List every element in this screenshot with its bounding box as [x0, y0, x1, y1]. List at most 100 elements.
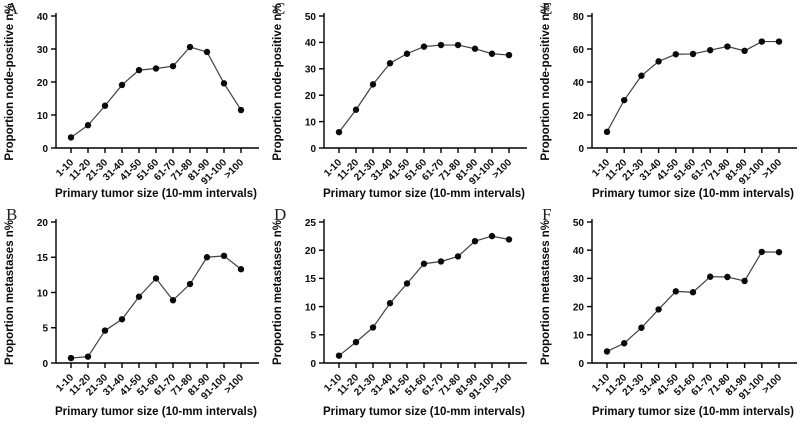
chart-svg-c: 010203040501-1011-2021-3031-4041-5051-60… — [272, 3, 527, 200]
data-point — [488, 50, 496, 57]
data-point — [724, 273, 731, 281]
data-point — [655, 58, 662, 65]
y-tick-label: 0 — [578, 144, 584, 155]
y-tick-label: 40 — [37, 12, 49, 23]
y-tick-label: 40 — [573, 78, 585, 89]
panel-letter: D — [274, 205, 287, 224]
x-tick-label: >100 — [760, 372, 784, 396]
data-point — [84, 122, 92, 129]
y-tick-label: 60 — [573, 45, 585, 56]
data-point — [237, 106, 245, 114]
data-point — [707, 273, 714, 280]
data-point — [420, 43, 428, 50]
chart-panel-e: E 0 20 40 60 80 1-10 11-20 21-30 31-40 41-50 51-60… — [536, 0, 806, 206]
data-point — [67, 134, 75, 141]
data-point — [454, 41, 462, 49]
data-line — [70, 255, 242, 359]
chart-panel-f: F 0 10 20 30 40 50 1-10 11-20 21-30 31-40 41-50 51-… — [536, 206, 806, 424]
y-tick-label: 20 — [37, 78, 49, 89]
data-line — [606, 251, 780, 352]
data-point — [118, 81, 126, 89]
data-point — [237, 266, 245, 273]
y-tick-label: 0 — [578, 359, 584, 370]
y-tick-label: 10 — [305, 117, 317, 128]
data-point — [203, 254, 211, 261]
data-point — [135, 293, 143, 300]
x-axis-label: Primary tumor size (10-mm intervals) — [323, 188, 525, 200]
data-point — [135, 66, 143, 74]
y-tick-label: 5 — [42, 324, 48, 335]
data-point — [352, 106, 360, 113]
y-tick-label: 40 — [573, 246, 585, 257]
panel-letter: E — [542, 0, 553, 18]
chart-svg-d: 05101520251-1011-2021-3031-4041-5051-606… — [272, 218, 527, 418]
data-point — [471, 45, 479, 52]
data-point — [505, 51, 513, 59]
data-point — [335, 352, 343, 359]
data-point — [638, 324, 645, 331]
data-point — [386, 300, 394, 307]
chart-panel-c: C 0 10 20 30 40 50 1-10 11-20 21-30 31-40 41-50 51-… — [268, 0, 536, 206]
data-point — [186, 280, 194, 288]
y-tick-label: 5 — [310, 331, 316, 342]
data-point — [203, 48, 211, 56]
y-tick-label: 0 — [42, 359, 48, 370]
chart-svg-f: 010203040501-1011-2021-3031-4041-5051-60… — [540, 218, 797, 418]
data-point — [672, 288, 679, 295]
data-point — [775, 38, 783, 45]
x-axis-label: Primary tumor size (10-mm intervals) — [592, 406, 794, 418]
y-tick-label: 10 — [573, 331, 585, 342]
data-point — [758, 38, 765, 45]
y-tick-label: 15 — [305, 274, 317, 285]
panel-letter: A — [6, 0, 19, 18]
x-axis-label: Primary tumor size (10-mm intervals) — [323, 406, 525, 418]
data-point — [689, 289, 697, 296]
data-point — [84, 353, 92, 360]
chart-svg-a: 0102030401-1011-2021-3031-4041-5051-6061… — [4, 3, 259, 200]
y-tick-label: 30 — [305, 65, 317, 76]
data-point — [403, 280, 411, 287]
y-tick-label: 0 — [42, 144, 48, 155]
y-axis-label: Proportion metastases n% — [540, 220, 552, 365]
panel-letter: C — [274, 0, 286, 18]
x-tick-label: >100 — [760, 157, 784, 181]
data-point — [67, 354, 75, 362]
data-point — [220, 252, 228, 260]
data-point — [621, 96, 628, 104]
chart-svg-b: 051015201-1011-2021-3031-4041-5051-6061-… — [4, 218, 259, 418]
y-tick-label: 10 — [37, 288, 49, 299]
y-tick-label: 20 — [37, 218, 49, 229]
data-point — [403, 50, 411, 57]
data-point — [672, 51, 679, 58]
x-axis-label: Primary tumor size (10-mm intervals) — [55, 406, 257, 418]
panel-letter: B — [6, 205, 18, 224]
y-axis-label: Proportion metastases n% — [272, 220, 284, 365]
y-tick-label: 15 — [37, 253, 49, 264]
chart-panel-d: D 0 5 10 15 20 25 1-10 11-20 21-30 31-40 41-50 51-6… — [268, 206, 536, 424]
y-tick-label: 0 — [310, 359, 316, 370]
data-point — [101, 327, 109, 334]
data-point — [775, 248, 783, 256]
y-axis-label: Proportion node-positive n% — [540, 3, 552, 160]
data-line — [338, 235, 510, 357]
data-point — [420, 260, 428, 267]
x-axis-label: Primary tumor size (10-mm intervals) — [592, 188, 794, 200]
data-point — [758, 248, 765, 256]
x-tick-label: >100 — [490, 157, 514, 181]
data-point — [603, 348, 611, 355]
data-point — [437, 258, 445, 265]
data-point — [707, 46, 714, 54]
y-tick-label: 20 — [305, 91, 317, 102]
data-point — [186, 43, 194, 51]
y-tick-label: 20 — [305, 246, 317, 257]
data-point — [101, 102, 109, 109]
data-point — [724, 43, 731, 50]
data-point — [505, 236, 513, 243]
data-point — [655, 306, 662, 313]
y-axis-label: Proportion node-positive n% — [272, 3, 284, 160]
y-tick-label: 80 — [573, 12, 585, 23]
y-tick-label: 30 — [37, 45, 49, 56]
data-point — [220, 80, 228, 87]
y-axis-label: Proportion metastases n% — [4, 220, 16, 365]
data-line — [70, 46, 242, 138]
